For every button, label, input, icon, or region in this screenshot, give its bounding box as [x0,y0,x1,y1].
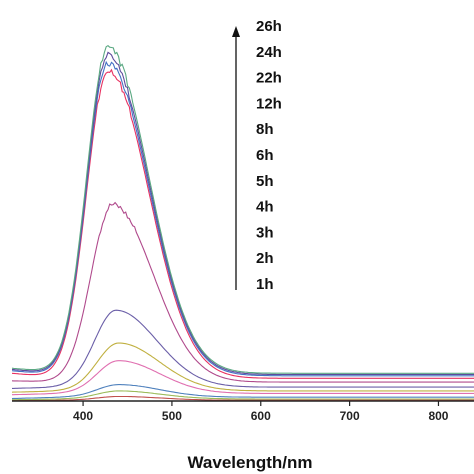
x-axis: 400 500 600 700 800 [12,400,474,423]
series-line-12h [11,68,474,379]
legend: 26h 24h 22h 12h 8h 6h 5h 4h 3h 2h 1h [232,18,282,293]
legend-label-4h: 4h [256,199,274,216]
series-line-2h [11,384,474,400]
series-line-3h [12,390,474,401]
x-tick-label-400: 400 [73,409,93,423]
legend-label-3h: 3h [256,224,274,241]
legend-label-2h: 2h [256,250,274,267]
series-line-4h [12,360,474,396]
x-tick-label-800: 800 [428,409,448,423]
legend-label-26h: 26h [256,18,282,35]
series-line-5h [11,342,474,393]
series-line-6h [12,309,474,389]
series-line-26h [11,45,474,374]
spectra-curves [11,45,474,402]
x-tick-label-500: 500 [162,409,182,423]
x-tick-label-700: 700 [340,409,360,423]
legend-label-5h: 5h [256,173,274,190]
x-axis-ticks: 400 500 600 700 800 [73,401,449,423]
legend-label-24h: 24h [256,44,282,61]
x-tick-label-600: 600 [251,409,271,423]
series-line-1h [12,395,474,402]
x-axis-title: Wavelength/nm [188,453,313,472]
legend-label-22h: 22h [256,70,282,87]
legend-labels: 26h 24h 22h 12h 8h 6h 5h 4h 3h 2h 1h [256,18,282,293]
series-line-8h [11,201,474,383]
legend-label-1h: 1h [256,276,274,293]
legend-label-12h: 12h [256,95,282,112]
legend-arrow-head [232,26,240,37]
series-line-22h [11,60,474,377]
legend-label-6h: 6h [256,147,274,164]
series-line-24h [11,51,474,376]
legend-label-8h: 8h [256,121,274,138]
